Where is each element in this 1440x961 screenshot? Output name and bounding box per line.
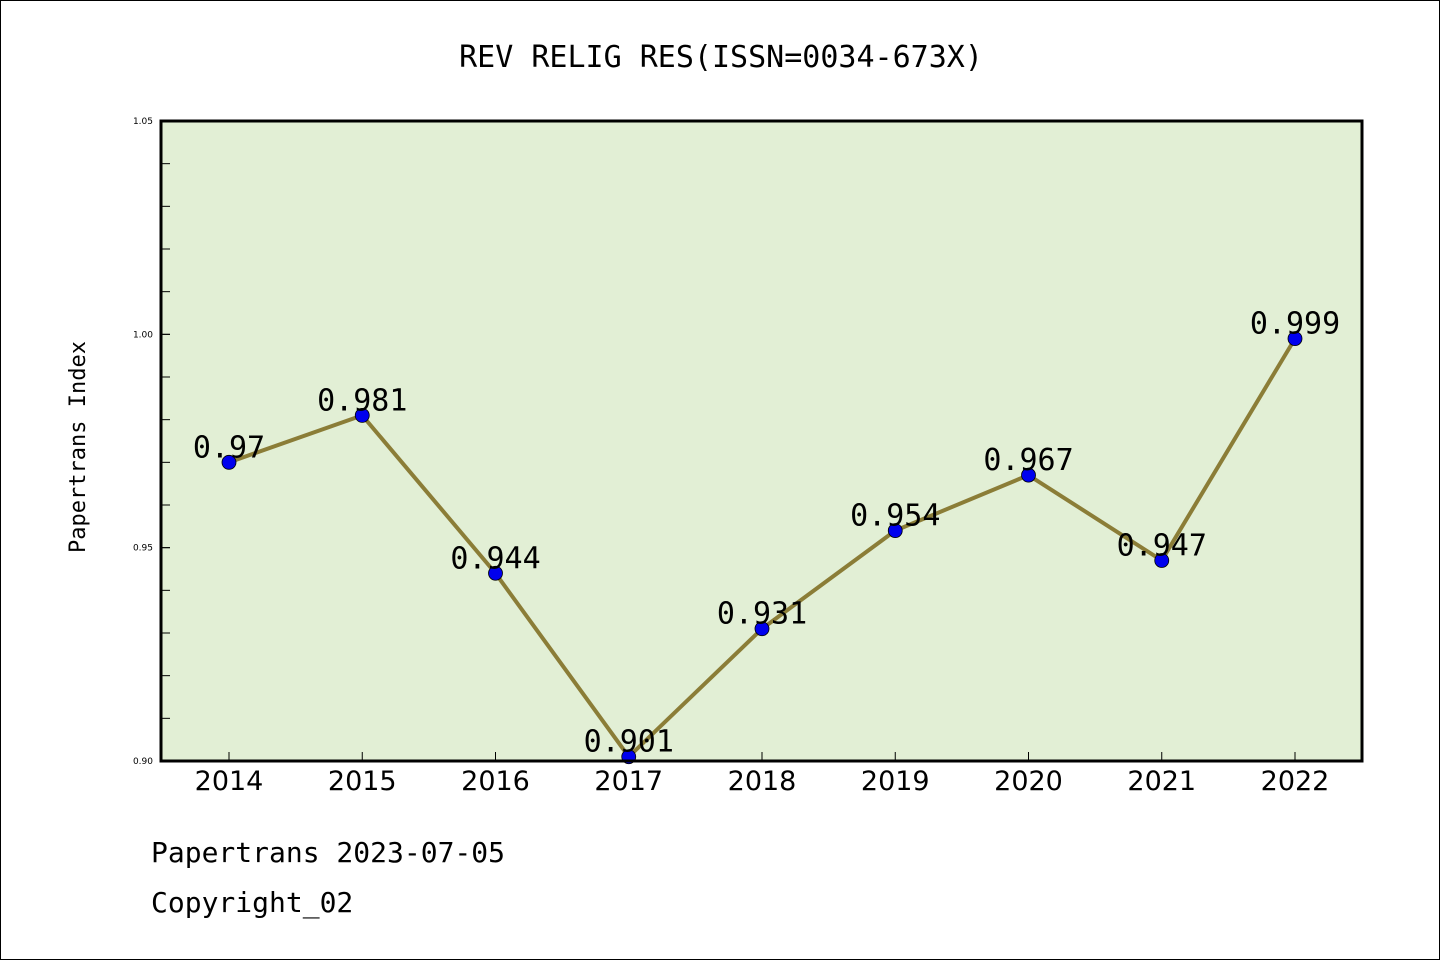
x-tick-label: 2018 xyxy=(728,766,797,797)
plot-area xyxy=(161,121,1362,761)
x-tick-label: 2019 xyxy=(861,766,930,797)
y-tick-label: 1.05 xyxy=(133,117,153,127)
data-label: 0.944 xyxy=(450,541,540,576)
data-point xyxy=(1021,467,1036,483)
y-tick-label: 0.95 xyxy=(133,544,153,554)
y-tick-label: 0.90 xyxy=(133,757,153,767)
data-label: 0.954 xyxy=(850,499,940,534)
data-label: 0.967 xyxy=(983,443,1073,478)
series-layer xyxy=(221,331,1303,765)
footer-date: Papertrans 2023-07-05 xyxy=(151,836,506,869)
y-tick-label: 1.00 xyxy=(133,330,153,340)
axis-ticks: 0.90 0.95 1.00 1.05 2014 2015 2016 2017 2018 2019… xyxy=(133,117,1329,797)
data-label: 0.981 xyxy=(317,383,407,418)
data-point xyxy=(887,523,903,538)
x-tick-label: 2021 xyxy=(1127,766,1196,797)
x-tick-label: 2020 xyxy=(994,766,1063,797)
data-point xyxy=(754,621,770,637)
data-point xyxy=(221,454,237,470)
chart-title: REV RELIG RES(ISSN=0034-673X) xyxy=(459,40,983,75)
x-tick-label: 2017 xyxy=(594,766,663,797)
x-tick-label: 2022 xyxy=(1261,766,1330,797)
data-label: 0.999 xyxy=(1250,307,1340,342)
data-point xyxy=(354,407,370,423)
data-labels-layer: 0.97 0.981 0.944 0.901 0.931 0.954 0.967 0.947 0… xyxy=(193,307,1340,760)
data-point xyxy=(488,565,503,581)
y-axis-label: Papertrans Index xyxy=(66,341,91,553)
data-label: 0.97 xyxy=(193,430,265,465)
data-label: 0.947 xyxy=(1117,528,1207,563)
data-point xyxy=(1154,553,1170,568)
x-tick-label: 2014 xyxy=(195,766,264,797)
data-label: 0.931 xyxy=(717,597,807,632)
data-point xyxy=(1287,331,1303,347)
x-tick-label: 2015 xyxy=(328,766,397,797)
plot-frame xyxy=(159,119,1364,763)
footer-copyright: Copyright_02 xyxy=(151,886,354,919)
x-tick-label: 2016 xyxy=(461,766,530,797)
data-label: 0.901 xyxy=(584,725,674,760)
